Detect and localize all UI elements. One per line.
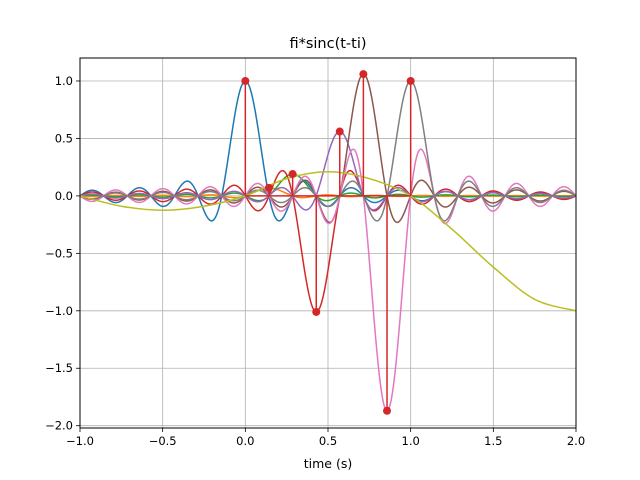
sample-marker [312,307,321,316]
sinc-curve [80,173,576,202]
sinc-curves [80,73,576,412]
reconstructed-curve [80,171,576,312]
sinc-curve [80,148,576,412]
sample-marker [383,406,392,415]
x-tick-label: 1.0 [402,434,420,448]
y-tick-label: 0.5 [55,131,73,145]
y-tick-label: −0.5 [45,246,73,260]
x-axis-ticks: −1.0 −0.5 0.0 0.5 1.0 1.5 2.0 [66,428,585,448]
x-tick-label: 2.0 [567,434,585,448]
y-tick-label: −2.0 [45,419,73,433]
sample-marker [241,76,250,85]
x-tick-label: 1.5 [484,434,502,448]
sinc-curve [80,169,576,313]
y-tick-label: 0.0 [55,189,73,203]
sinc-curve [80,187,576,199]
sample-markers [241,70,415,415]
sample-marker [288,170,297,179]
sample-marker [335,127,344,136]
x-axis-label: time (s) [304,456,352,471]
sinc-curve [80,130,576,211]
x-tick-label: −1.0 [66,434,94,448]
y-tick-label: −1.5 [45,361,73,375]
y-axis-ticks: −2.0 −1.5 −1.0 −0.5 0.0 0.5 1.0 [45,74,80,433]
sample-marker [264,183,273,192]
y-tick-label: −1.0 [45,304,73,318]
x-tick-label: −0.5 [149,434,177,448]
sample-marker [359,70,368,79]
x-tick-label: 0.5 [319,434,337,448]
sample-marker [406,76,415,85]
sinc-curve [80,80,576,222]
x-tick-label: 0.0 [236,434,254,448]
chart-title: fi*sinc(t-ti) [289,36,366,52]
y-tick-label: 1.0 [55,74,73,88]
stem-lines [244,74,412,411]
sinc-curve [80,73,576,224]
